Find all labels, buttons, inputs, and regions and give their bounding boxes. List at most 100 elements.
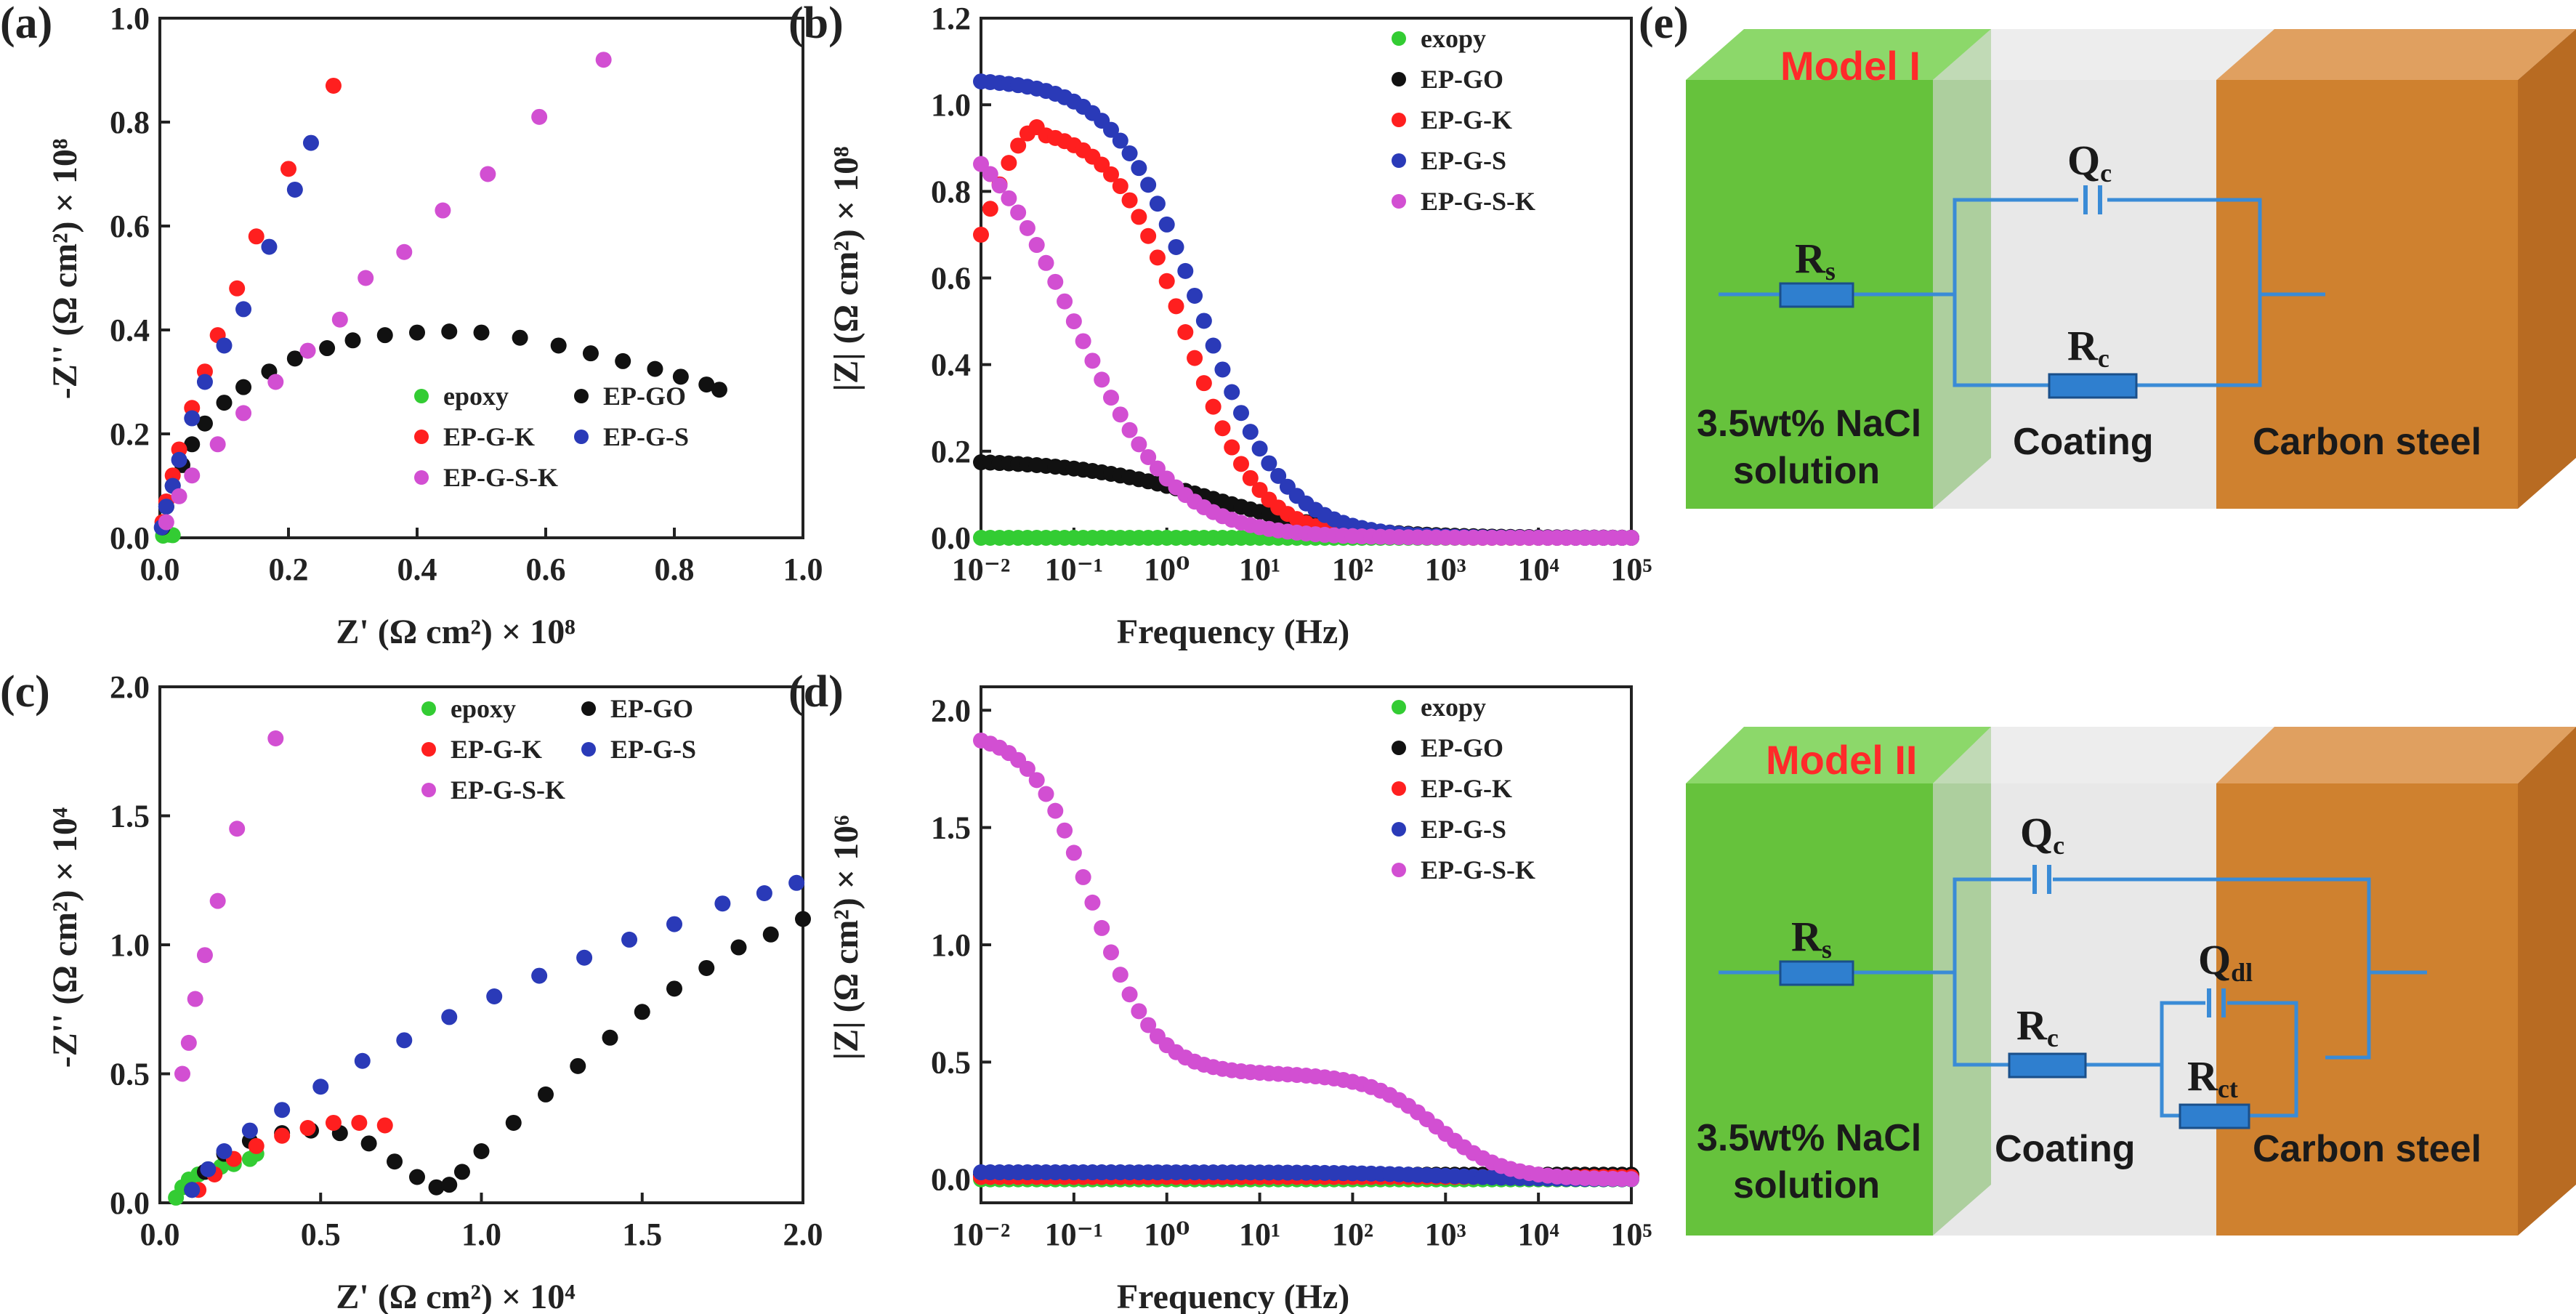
y-tick-label-b: 0.4 xyxy=(931,347,971,383)
data-point-ep-go xyxy=(711,382,727,398)
legend-label: EP-G-S xyxy=(603,422,689,451)
legend-label: EP-GO xyxy=(610,694,693,723)
label-rct-2: Rct xyxy=(2187,1052,2238,1103)
legend-marker xyxy=(574,389,589,403)
coating-layer xyxy=(1933,80,2216,509)
data-point-ep-g-s-k xyxy=(1019,760,1035,777)
data-point-ep-g-s-k xyxy=(1075,868,1091,885)
legend-c: epoxy EP-GO EP-G-K EP-G-S EP-G-S-K xyxy=(421,694,696,805)
data-point-ep-go xyxy=(376,327,393,344)
data-point-ep-g-s-k xyxy=(435,202,451,219)
data-point-ep-g-s-k xyxy=(171,488,187,504)
x-tick-label-d: 10⁻² xyxy=(952,1217,1010,1252)
data-point-ep-g-s-k xyxy=(982,166,998,182)
solution-block-front-2 xyxy=(1686,783,1933,1236)
steel-label-2: Carbon steel xyxy=(2253,1128,2482,1170)
y-axis-title-c: -Z'' (Ω cm²) × 10⁴ xyxy=(46,807,84,1068)
y-tick-label-a: 0.2 xyxy=(110,416,150,452)
data-point-ep-go xyxy=(634,1004,650,1020)
data-point-ep-g-s xyxy=(666,916,682,932)
data-point-ep-g-k xyxy=(248,1137,265,1154)
data-point-ep-g-s-k xyxy=(396,243,413,260)
data-point-ep-go xyxy=(602,1029,618,1046)
model-1-diagram: Model I Rs Rc Qc 3.5wt% NaCl solution Co… xyxy=(1686,29,2576,509)
series-d-ep-g-s-k xyxy=(973,732,1639,1188)
data-point-ep-g-k xyxy=(1242,469,1259,486)
data-point-ep-g-s-k xyxy=(174,1065,190,1082)
data-point-ep-g-s-k xyxy=(1065,845,1082,861)
data-point-ep-g-k xyxy=(1112,178,1128,195)
legend-label: exopy xyxy=(1421,693,1486,722)
legend-item-ep-g-s-k: EP-G-S-K xyxy=(421,775,565,805)
y-tick-label-c: 1.5 xyxy=(110,799,150,834)
data-point-ep-go xyxy=(762,926,779,943)
data-point-ep-g-s-k xyxy=(158,514,174,531)
solution-label-1a: 3.5wt% NaCl xyxy=(1697,403,1921,445)
data-point-ep-g-k xyxy=(1187,350,1203,366)
legend-item-ep-g-s-k: EP-G-S-K xyxy=(1392,855,1535,884)
data-point-ep-go xyxy=(473,1143,490,1159)
model-1-title: Model I xyxy=(1780,43,1921,89)
data-point-ep-g-s xyxy=(302,134,319,151)
data-point-ep-g-s xyxy=(184,410,201,427)
panel-label-c: (c) xyxy=(0,667,50,717)
data-point-ep-g-s xyxy=(1103,121,1119,138)
data-point-ep-g-s xyxy=(396,1032,413,1049)
x-tick-label-a: 0.4 xyxy=(397,552,437,587)
y-tick-label-c: 1.0 xyxy=(110,927,150,963)
data-point-ep-g-s xyxy=(241,1122,258,1139)
legend-marker xyxy=(414,470,429,485)
legend-label: EP-G-S xyxy=(1421,815,1506,844)
data-point-ep-go xyxy=(409,1169,425,1185)
data-point-ep-g-s xyxy=(1214,361,1231,378)
y-tick-label-b: 0.0 xyxy=(931,520,971,556)
data-point-ep-g-s-k xyxy=(235,405,252,422)
data-point-ep-g-k xyxy=(1121,192,1138,209)
legend-item-ep-g-s: EP-G-S xyxy=(1392,146,1506,175)
data-point-ep-g-s xyxy=(312,1079,329,1095)
data-point-ep-g-k xyxy=(274,1127,291,1144)
data-point-ep-go xyxy=(409,324,425,341)
legend-label: EP-G-S-K xyxy=(443,463,558,492)
legend-item-epoxy: epoxy xyxy=(414,382,509,411)
x-tick-label-d: 10⁴ xyxy=(1518,1217,1559,1252)
data-point-ep-g-k xyxy=(1205,398,1222,415)
x-tick-label-a: 0.6 xyxy=(526,552,566,587)
legend-item-ep-g-s: EP-G-S xyxy=(1392,815,1506,844)
legend-marker xyxy=(1392,194,1406,209)
data-point-ep-g-k xyxy=(1140,227,1157,244)
data-point-ep-g-s xyxy=(714,895,731,912)
data-point-ep-go xyxy=(196,415,213,432)
data-point-ep-g-s xyxy=(216,337,233,354)
data-point-ep-g-s-k xyxy=(1121,422,1138,438)
data-point-ep-g-s xyxy=(1251,440,1268,457)
legend-marker xyxy=(581,742,596,757)
legend-label: EP-G-S xyxy=(610,735,696,764)
legend-item-ep-go: EP-GO xyxy=(1392,733,1503,762)
data-point-ep-g-s xyxy=(1205,337,1222,354)
x-tick-label-b: 10⁵ xyxy=(1610,552,1652,587)
plot-area-b: 10⁻² 10⁻¹ 10⁰ 10¹ 10² 10³ 10⁴ 10⁵ 0.0 0.2 0.4 0.6 0.… xyxy=(931,1,1652,587)
x-tick-label-d: 10¹ xyxy=(1239,1217,1280,1252)
data-point-ep-g-k xyxy=(325,1114,342,1131)
panel-label-d: (d) xyxy=(788,667,844,717)
legend-item-ep-g-s-k: EP-G-S-K xyxy=(1392,187,1535,216)
y-tick-label-b: 1.2 xyxy=(931,1,971,36)
legend-item-epoxy: epoxy xyxy=(421,694,516,723)
data-point-ep-g-s xyxy=(1242,424,1259,440)
resistor-rs-1 xyxy=(1779,282,1854,308)
data-point-ep-go xyxy=(184,436,201,453)
legend-marker xyxy=(1392,781,1406,796)
data-point-ep-g-s-k xyxy=(1121,986,1138,1003)
legend-item-ep-g-k: EP-G-K xyxy=(1392,105,1512,134)
legend-a: epoxy EP-GO EP-G-K EP-G-S EP-G-S-K xyxy=(414,382,689,492)
data-point-ep-g-s xyxy=(1131,160,1147,177)
x-axis-title-b: Frequency (Hz) xyxy=(1117,613,1349,651)
data-point-ep-g-s xyxy=(788,874,805,891)
legend-marker xyxy=(421,742,436,757)
data-point-ep-g-s-k xyxy=(1084,894,1101,911)
y-tick-label-a: 1.0 xyxy=(110,1,150,36)
data-point-ep-g-s xyxy=(200,1161,217,1177)
data-point-ep-g-k xyxy=(1224,439,1240,456)
